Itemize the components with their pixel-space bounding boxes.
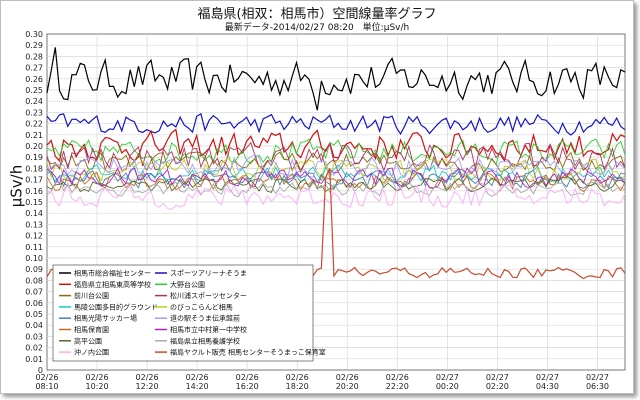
legend-label: 相馬光陽サッカー場	[74, 314, 137, 323]
line-chart: 0 0.01 0.02 0.03 0.04 0.05 0.06 0.07 0.08 0.09 0.1…	[25, 30, 626, 391]
series-line	[46, 141, 626, 173]
y-tick-label: 0.10	[25, 254, 43, 263]
x-tick-time: 00:20	[436, 382, 459, 391]
y-tick-label: 0.02	[25, 344, 43, 353]
y-tick-label: 0.26	[25, 75, 43, 84]
x-tick-time: 16:20	[236, 382, 259, 391]
y-tick-label: 0.13	[25, 220, 43, 229]
y-tick-label: 0.22	[25, 120, 43, 129]
y-tick-label: 0	[38, 366, 43, 375]
legend-label: 大野台公園	[170, 280, 205, 289]
x-tick-date: 02/26	[136, 373, 159, 382]
series-line	[46, 112, 626, 136]
x-tick-date: 02/27	[486, 373, 509, 382]
y-tick-label: 0.20	[25, 142, 43, 151]
x-tick-time: 20:20	[336, 382, 359, 391]
x-tick-time: 18:20	[286, 382, 309, 391]
y-tick-label: 0.07	[25, 288, 43, 297]
series-line	[46, 171, 626, 193]
y-tick-label: 0.18	[25, 164, 43, 173]
legend-label: 道の駅そうま伝承館前	[170, 314, 240, 323]
y-tick-label: 0.25	[25, 86, 43, 95]
x-tick-time: 04:30	[536, 382, 559, 391]
legend-label: 沖ノ内公園	[74, 348, 109, 357]
series-line	[46, 169, 626, 189]
x-tick-date: 02/27	[536, 373, 559, 382]
y-tick-label: 0.08	[25, 276, 43, 285]
legend-label: 松川浦スポーツセンター	[170, 291, 247, 300]
series-line	[46, 47, 626, 111]
y-tick-label: 0.24	[25, 97, 43, 106]
x-tick-time: 10:20	[86, 382, 109, 391]
legend-label: 馬陵公園多目的グラウンド	[74, 302, 158, 311]
x-tick-date: 02/26	[35, 373, 58, 382]
chart-subtitle: 最新データ-2014/02/27 08:20 単位:μSv/h	[224, 23, 410, 33]
legend-label: 相馬市総合福祉センター	[74, 269, 151, 278]
y-tick-label: 0.12	[25, 232, 43, 241]
chart-frame: 福島県(相双：相馬市）空間線量率グラフ 最新データ-2014/02/27 08:…	[0, 0, 634, 394]
y-tick-label: 0.11	[25, 243, 43, 252]
legend-label: 相馬市立中村第一中学校	[170, 325, 247, 334]
y-tick-label: 0.04	[25, 321, 43, 330]
legend-label: 福島県立相馬東高等学校	[74, 280, 151, 289]
y-tick-label: 0.21	[25, 131, 43, 140]
legend-label: のびっこらんど相馬	[170, 302, 233, 311]
y-tick-label: 0.01	[25, 355, 43, 364]
series-line	[46, 138, 626, 166]
x-tick-time: 02:20	[486, 382, 509, 391]
y-tick-label: 0.15	[25, 198, 43, 207]
legend-label: 福島ヤクルト販売 相馬センターそうまっこ保育室	[170, 348, 326, 357]
series-line	[46, 179, 626, 198]
x-tick-date: 02/26	[286, 373, 309, 382]
legend-label: 福島県立相馬養護学校	[170, 336, 240, 345]
y-tick-label: 0.14	[25, 209, 43, 218]
x-tick-time: 22:20	[386, 382, 409, 391]
x-tick-date: 02/26	[336, 373, 359, 382]
x-tick-date: 02/26	[386, 373, 409, 382]
x-tick-date: 02/26	[86, 373, 109, 382]
chart-title: 福島県(相双：相馬市）空間線量率グラフ	[197, 7, 437, 22]
y-tick-label: 0.17	[25, 176, 43, 185]
legend-label: 前川台公園	[74, 291, 109, 300]
y-tick-label: 0.19	[25, 153, 43, 162]
x-tick-date: 02/27	[436, 373, 459, 382]
series-line	[46, 176, 626, 193]
legend-label: 高平公園	[74, 336, 102, 345]
x-tick-date: 02/26	[186, 373, 209, 382]
y-tick-label: 0.03	[25, 332, 43, 341]
y-tick-label: 0.16	[25, 187, 43, 196]
legend-box	[52, 264, 314, 362]
legend-label: 相馬保育園	[74, 325, 109, 334]
y-tick-label: 0.27	[25, 64, 43, 73]
x-tick-time: 06:30	[586, 382, 609, 391]
y-tick-label: 0.09	[25, 265, 43, 274]
y-tick-label: 0.28	[25, 52, 43, 61]
y-tick-label: 0.29	[25, 41, 43, 50]
x-tick-date: 02/26	[236, 373, 259, 382]
x-tick-time: 14:20	[186, 382, 209, 391]
y-tick-label: 0.30	[25, 30, 43, 39]
y-tick-label: 0.23	[25, 108, 43, 117]
legend-label: スポーツアリーナそうま	[170, 270, 247, 278]
x-tick-date: 02/27	[586, 373, 609, 382]
series-line	[46, 158, 626, 183]
series-line	[46, 183, 626, 211]
y-tick-label: 0.05	[25, 310, 43, 319]
x-tick-time: 12:20	[136, 382, 159, 391]
y-tick-label: 0.06	[25, 299, 43, 308]
x-tick-time: 08:10	[35, 382, 58, 391]
series-line	[46, 128, 626, 163]
series-line	[46, 153, 626, 178]
